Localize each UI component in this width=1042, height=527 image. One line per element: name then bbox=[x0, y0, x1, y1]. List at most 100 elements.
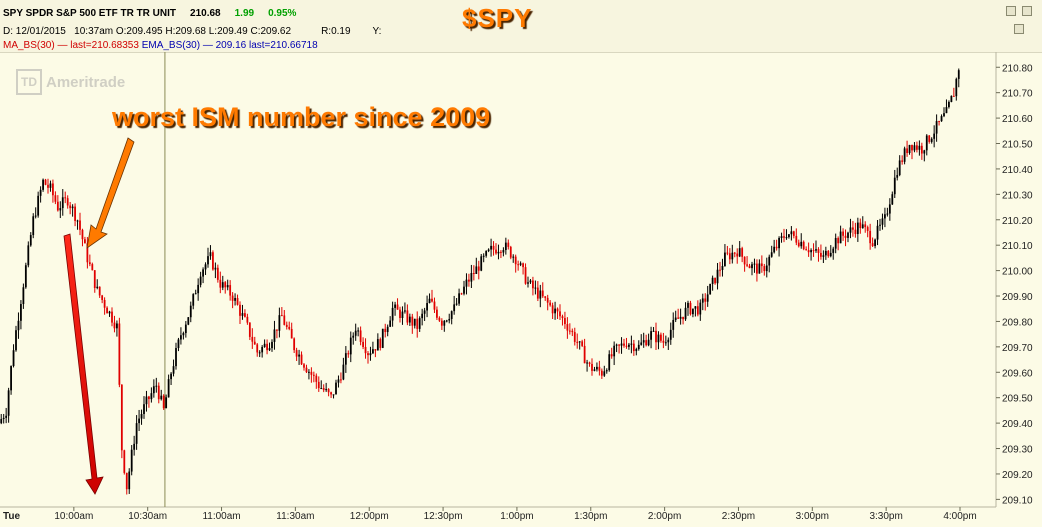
candle-body bbox=[69, 205, 72, 209]
candle-body bbox=[874, 239, 876, 246]
candle-body bbox=[544, 296, 547, 298]
candle-body bbox=[293, 338, 296, 351]
candle-body bbox=[938, 121, 940, 123]
bar-range: R:0.19 bbox=[321, 26, 351, 37]
candle-body bbox=[17, 320, 20, 331]
candle-body bbox=[549, 302, 552, 306]
candle-body bbox=[898, 160, 901, 175]
candle-body bbox=[935, 121, 938, 134]
time-tick-label: 2:00pm bbox=[648, 511, 681, 522]
candle-body bbox=[54, 195, 57, 202]
candle-body bbox=[165, 397, 168, 409]
candle-body bbox=[367, 353, 369, 356]
candle-body bbox=[692, 308, 694, 315]
candle-body bbox=[408, 316, 411, 323]
candle-body bbox=[199, 276, 202, 285]
candle-body bbox=[192, 294, 195, 306]
candle-body bbox=[768, 256, 771, 266]
candle-body bbox=[241, 313, 244, 316]
candle-body bbox=[842, 231, 844, 236]
time-tick-label: 12:00pm bbox=[350, 511, 389, 522]
candle-body bbox=[623, 343, 625, 346]
candle-body bbox=[532, 280, 534, 289]
candle-body bbox=[662, 340, 665, 343]
price-tick-label: 209.90 bbox=[1002, 292, 1033, 303]
candle-body bbox=[613, 345, 616, 357]
candle-body bbox=[150, 393, 153, 400]
candle-body bbox=[130, 449, 133, 472]
candle-body bbox=[903, 148, 906, 162]
candle-body bbox=[426, 303, 428, 311]
close-button[interactable] bbox=[1022, 6, 1032, 16]
candle-body bbox=[756, 263, 758, 274]
price-tick-label: 209.80 bbox=[1002, 317, 1033, 328]
bar-low: L:209.49 bbox=[208, 26, 248, 37]
time-tick-label: 4:00pm bbox=[943, 511, 976, 522]
candle-body bbox=[807, 250, 810, 253]
last-price: 210.68 bbox=[190, 8, 221, 19]
candle-body bbox=[689, 302, 692, 315]
price-tick-label: 210.20 bbox=[1002, 216, 1033, 227]
candle-body bbox=[438, 317, 441, 321]
candle-body bbox=[118, 323, 121, 385]
candle-body bbox=[470, 272, 473, 282]
candle-body bbox=[660, 334, 662, 341]
candle-body bbox=[24, 265, 27, 288]
candle-body bbox=[202, 269, 204, 277]
candle-body bbox=[111, 311, 113, 323]
candle-body bbox=[775, 246, 778, 249]
candle-body bbox=[74, 206, 76, 221]
candle-body bbox=[310, 371, 313, 375]
candle-body bbox=[283, 315, 286, 325]
candle-body bbox=[399, 309, 401, 319]
settings-button[interactable] bbox=[1014, 24, 1024, 34]
candle-body bbox=[763, 266, 766, 272]
candle-body bbox=[669, 329, 672, 340]
candle-body bbox=[859, 222, 862, 229]
maximize-button[interactable] bbox=[1006, 6, 1016, 16]
candle-body bbox=[864, 224, 867, 228]
candle-body bbox=[760, 263, 763, 267]
candle-body bbox=[285, 324, 288, 327]
candle-body bbox=[588, 362, 591, 364]
candle-body bbox=[699, 302, 702, 315]
candle-body bbox=[322, 388, 325, 391]
candle-body bbox=[495, 249, 497, 254]
candle-body bbox=[620, 343, 623, 346]
time-tick-label: 3:00pm bbox=[796, 511, 829, 522]
candle-body bbox=[824, 250, 827, 256]
candle-body bbox=[120, 384, 123, 451]
quote-header: SPY SPDR S&P 500 ETF TR TR UNIT 210.68 1.9… bbox=[0, 0, 1042, 53]
candle-body bbox=[770, 252, 773, 257]
candle-body bbox=[133, 443, 136, 450]
price-tick-label: 210.60 bbox=[1002, 114, 1033, 125]
candle-body bbox=[344, 353, 347, 365]
candle-body bbox=[628, 344, 630, 347]
candle-body bbox=[394, 304, 396, 308]
candle-body bbox=[27, 245, 30, 266]
candle-body bbox=[219, 279, 222, 288]
candle-body bbox=[194, 293, 197, 295]
candle-body bbox=[84, 239, 86, 244]
candle-body bbox=[925, 135, 928, 151]
time-tick-label: 3:30pm bbox=[869, 511, 902, 522]
study-line: MA_BS(30) — last=210.68353 EMA_BS(30) — … bbox=[3, 40, 318, 51]
candle-body bbox=[49, 183, 52, 188]
candle-body bbox=[711, 277, 714, 284]
candle-body bbox=[785, 237, 788, 239]
candle-body bbox=[610, 354, 613, 357]
candle-body bbox=[123, 450, 126, 473]
candle-body bbox=[135, 423, 138, 444]
candle-body bbox=[22, 287, 25, 305]
price-tick-label: 210.50 bbox=[1002, 140, 1033, 151]
candle-body bbox=[106, 307, 108, 314]
candle-body bbox=[317, 381, 320, 389]
candle-body bbox=[349, 337, 352, 355]
candle-body bbox=[517, 264, 520, 266]
candle-body bbox=[534, 287, 537, 289]
candle-body bbox=[783, 236, 785, 238]
candle-body bbox=[792, 231, 795, 236]
price-tick-label: 209.50 bbox=[1002, 394, 1033, 405]
price-tick-label: 210.30 bbox=[1002, 190, 1033, 201]
candle-body bbox=[751, 264, 753, 269]
